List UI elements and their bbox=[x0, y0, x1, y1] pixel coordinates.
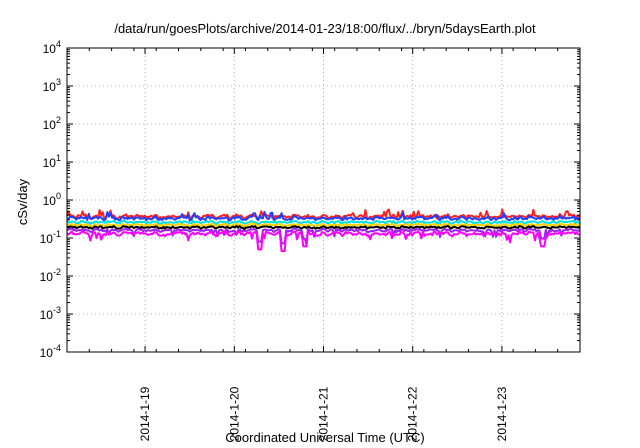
grid bbox=[67, 48, 580, 352]
y-tick-label: 10-2 bbox=[40, 267, 61, 284]
y-tick-label: 104 bbox=[43, 39, 61, 56]
chart-title: /data/run/goesPlots/archive/2014-01-23/1… bbox=[114, 21, 536, 36]
x-axis-ticks: 2014-1-19 2014-1-20 2014-1-21 2014-1-22 2014… bbox=[66, 48, 581, 441]
x-tick-label: 2014-1-19 bbox=[138, 386, 152, 441]
y-tick-label: 10-3 bbox=[40, 305, 61, 322]
x-tick-label: 2014-1-20 bbox=[227, 386, 241, 441]
y-axis-title: cSv/day bbox=[15, 178, 30, 225]
y-tick-label: 102 bbox=[43, 115, 61, 132]
y-tick-label: 10-1 bbox=[40, 229, 61, 246]
x-axis-title: Coordinated Universal Time (UTC) bbox=[225, 430, 424, 445]
series-line bbox=[66, 210, 581, 222]
series-line bbox=[66, 222, 581, 228]
series-line bbox=[66, 224, 581, 231]
series-line bbox=[66, 227, 581, 246]
data-series bbox=[66, 208, 581, 253]
x-tick-label: 2014-1-21 bbox=[317, 386, 331, 441]
y-tick-label: 10-4 bbox=[40, 343, 61, 360]
y-tick-label: 103 bbox=[43, 77, 61, 94]
series-line bbox=[66, 230, 581, 253]
y-tick-label: 100 bbox=[43, 191, 61, 208]
series-line bbox=[66, 208, 581, 221]
y-tick-label: 101 bbox=[43, 153, 61, 170]
x-tick-label: 2014-1-22 bbox=[406, 386, 420, 441]
x-tick-label: 2014-1-23 bbox=[495, 386, 509, 441]
series-line bbox=[66, 219, 581, 226]
y-axis-ticks: 10-4 10-3 10-2 10-1 100 101 102 103 104 bbox=[40, 39, 580, 360]
